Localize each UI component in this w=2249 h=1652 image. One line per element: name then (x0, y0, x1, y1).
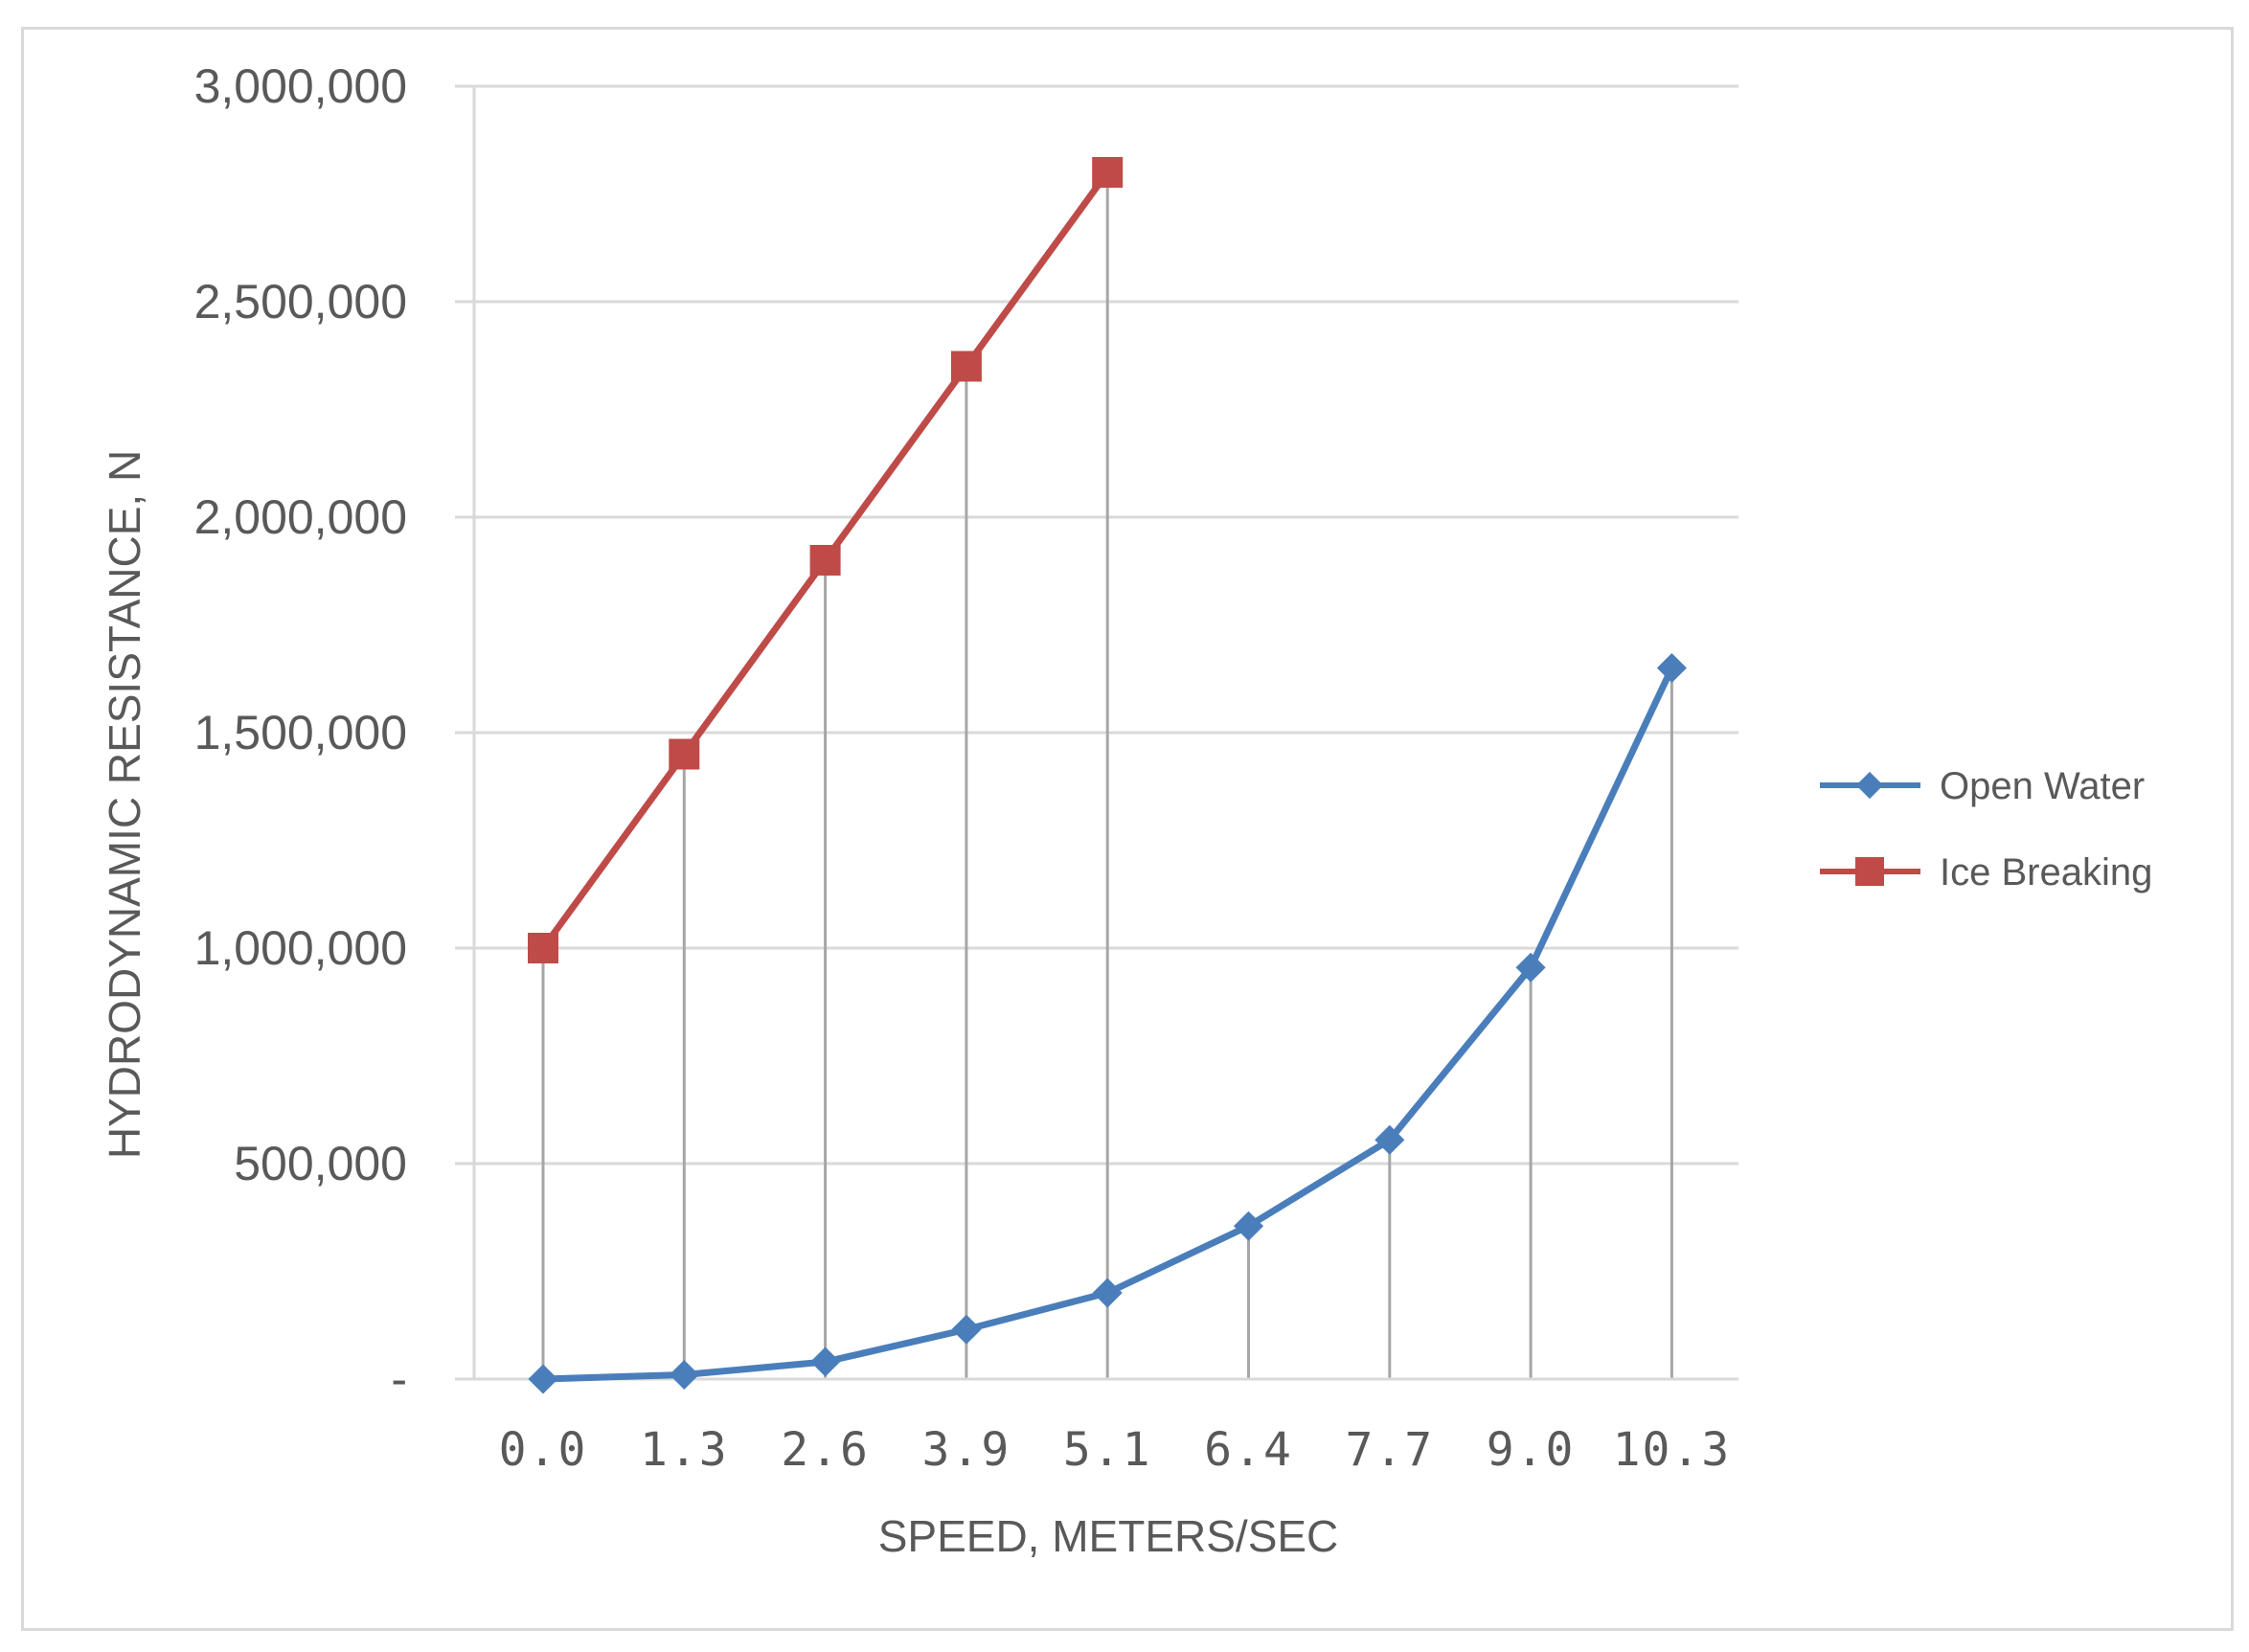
y-tick-labels: - 500,000 1,000,000 1,500,000 2,000,000 2,500… (194, 59, 407, 1406)
legend-marker-ice-breaking (1855, 857, 1884, 886)
data-point-open-water (528, 1364, 558, 1394)
x-tick-label: 2.6 (781, 1423, 870, 1477)
data-point-ice-breaking (528, 933, 558, 963)
x-tick-label: 3.9 (922, 1423, 1011, 1477)
y-tick-label: 2,000,000 (194, 490, 407, 544)
axes (455, 86, 1738, 1381)
chart-frame (21, 27, 2234, 1631)
data-point-ice-breaking (809, 545, 841, 576)
data-point-open-water (810, 1346, 841, 1377)
x-tick-label: 0.0 (499, 1423, 588, 1477)
x-tick-label: 5.1 (1063, 1423, 1152, 1477)
y-tick-label: 2,500,000 (194, 275, 407, 328)
y-axis-title: HYDRODYNAMIC RESISTANCE, N (100, 450, 149, 1159)
y-tick-label: 1,000,000 (194, 921, 407, 975)
y-tick-label: 1,500,000 (194, 706, 407, 759)
x-tick-label: 10.3 (1613, 1423, 1732, 1477)
legend-marker-open-water (1855, 771, 1884, 800)
x-tick-label: 1.3 (640, 1423, 729, 1477)
data-point-ice-breaking (1092, 157, 1124, 188)
y-tick-label: 3,000,000 (194, 59, 407, 113)
data-point-open-water (1233, 1211, 1264, 1241)
x-axis-title: SPEED, METERS/SEC (878, 1511, 1339, 1561)
data-point-open-water (1374, 1124, 1405, 1155)
y-tick-label: 500,000 (234, 1137, 407, 1190)
x-tick-label: 6.4 (1204, 1423, 1293, 1477)
y-tick-label: - (391, 1352, 407, 1406)
legend-label-ice-breaking: Ice Breaking (1940, 851, 2152, 894)
x-tick-label: 9.0 (1487, 1423, 1576, 1477)
legend-item-ice-breaking: Ice Breaking (1820, 851, 2152, 894)
gridlines (455, 84, 1738, 1165)
data-point-open-water (951, 1314, 982, 1345)
data-point-open-water (1092, 1278, 1123, 1308)
x-tick-label: 7.7 (1345, 1423, 1434, 1477)
series-ice-breaking (528, 157, 1124, 963)
legend: Open Water Ice Breaking (1820, 765, 2152, 894)
data-point-open-water (669, 1359, 699, 1391)
drop-lines (541, 172, 1673, 1379)
data-point-ice-breaking (950, 351, 982, 382)
legend-item-open-water: Open Water (1820, 765, 2145, 807)
x-tick-labels: 0.0 1.3 2.6 3.9 5.1 6.4 7.7 9.0 10.3 (499, 1423, 1732, 1477)
data-point-ice-breaking (669, 738, 700, 770)
legend-label-open-water: Open Water (1940, 765, 2145, 807)
data-point-open-water (1656, 652, 1687, 684)
